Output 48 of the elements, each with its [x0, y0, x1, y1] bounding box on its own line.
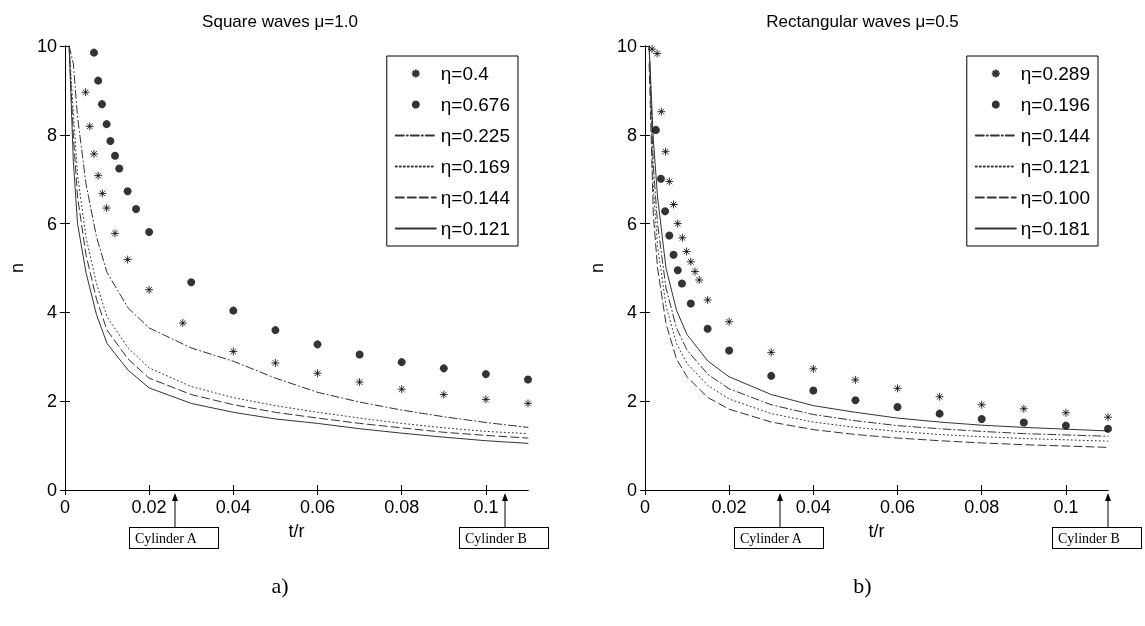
y-tick-label: 8: [626, 124, 637, 145]
y-tick-label: 4: [626, 302, 637, 323]
text: Cylinder A: [740, 530, 803, 546]
y-tick-label: 6: [46, 213, 57, 234]
legend-label: η=0.144: [440, 187, 511, 208]
chart-title: Square waves μ=1.0: [202, 12, 358, 31]
chart-title: Rectangular waves μ=0.5: [766, 12, 959, 31]
legend-label: η=0.4: [440, 63, 490, 84]
y-axis-title: n: [7, 262, 27, 274]
legend-label: η=0.121: [440, 218, 511, 239]
y-tick-label: 0: [46, 480, 57, 500]
x-tick-label: 0.08: [384, 497, 420, 517]
x-tick-label: 0.04: [795, 497, 831, 517]
y-tick-label: 10: [36, 36, 57, 56]
legend-label: η=0.181: [1020, 218, 1091, 239]
x-tick-label: 0: [59, 497, 70, 517]
x-tick-label: 0.1: [1053, 497, 1079, 517]
legend-label: η=0.676: [440, 94, 511, 115]
legend-label: η=0.121: [1020, 156, 1091, 177]
legend-label: η=0.225: [440, 125, 511, 146]
text: Cylinder B: [465, 530, 527, 546]
legend-label: η=0.289: [1020, 63, 1091, 84]
y-tick-label: 4: [46, 302, 57, 323]
y-tick-label: 10: [616, 36, 637, 56]
y-axis-title: n: [587, 262, 607, 274]
y-tick-label: 6: [626, 213, 637, 234]
x-tick-label: 0.04: [215, 497, 251, 517]
x-axis-title: t/r: [868, 521, 885, 541]
x-tick-label: 0.06: [879, 497, 916, 517]
x-tick-label: 0.02: [131, 497, 167, 517]
legend-label: η=0.196: [1020, 94, 1091, 115]
x-tick-label: 0.02: [711, 497, 747, 517]
text: a): [271, 572, 289, 598]
text: Cylinder A: [135, 530, 198, 546]
x-tick-label: 0.06: [299, 497, 336, 517]
y-tick-label: 2: [46, 391, 57, 412]
x-axis-title: t/r: [288, 521, 305, 541]
y-tick-label: 0: [626, 480, 637, 500]
x-tick-label: 0.1: [473, 497, 499, 517]
y-tick-label: 2: [626, 391, 637, 412]
legend-label: η=0.144: [1020, 125, 1091, 146]
x-tick-label: 0.08: [964, 497, 1000, 517]
legend-label: η=0.169: [440, 156, 511, 177]
y-tick-label: 8: [46, 124, 57, 145]
text: Cylinder B: [1058, 530, 1120, 546]
text: b): [853, 572, 872, 598]
x-tick-label: 0: [639, 497, 650, 517]
legend-label: η=0.100: [1020, 187, 1091, 208]
